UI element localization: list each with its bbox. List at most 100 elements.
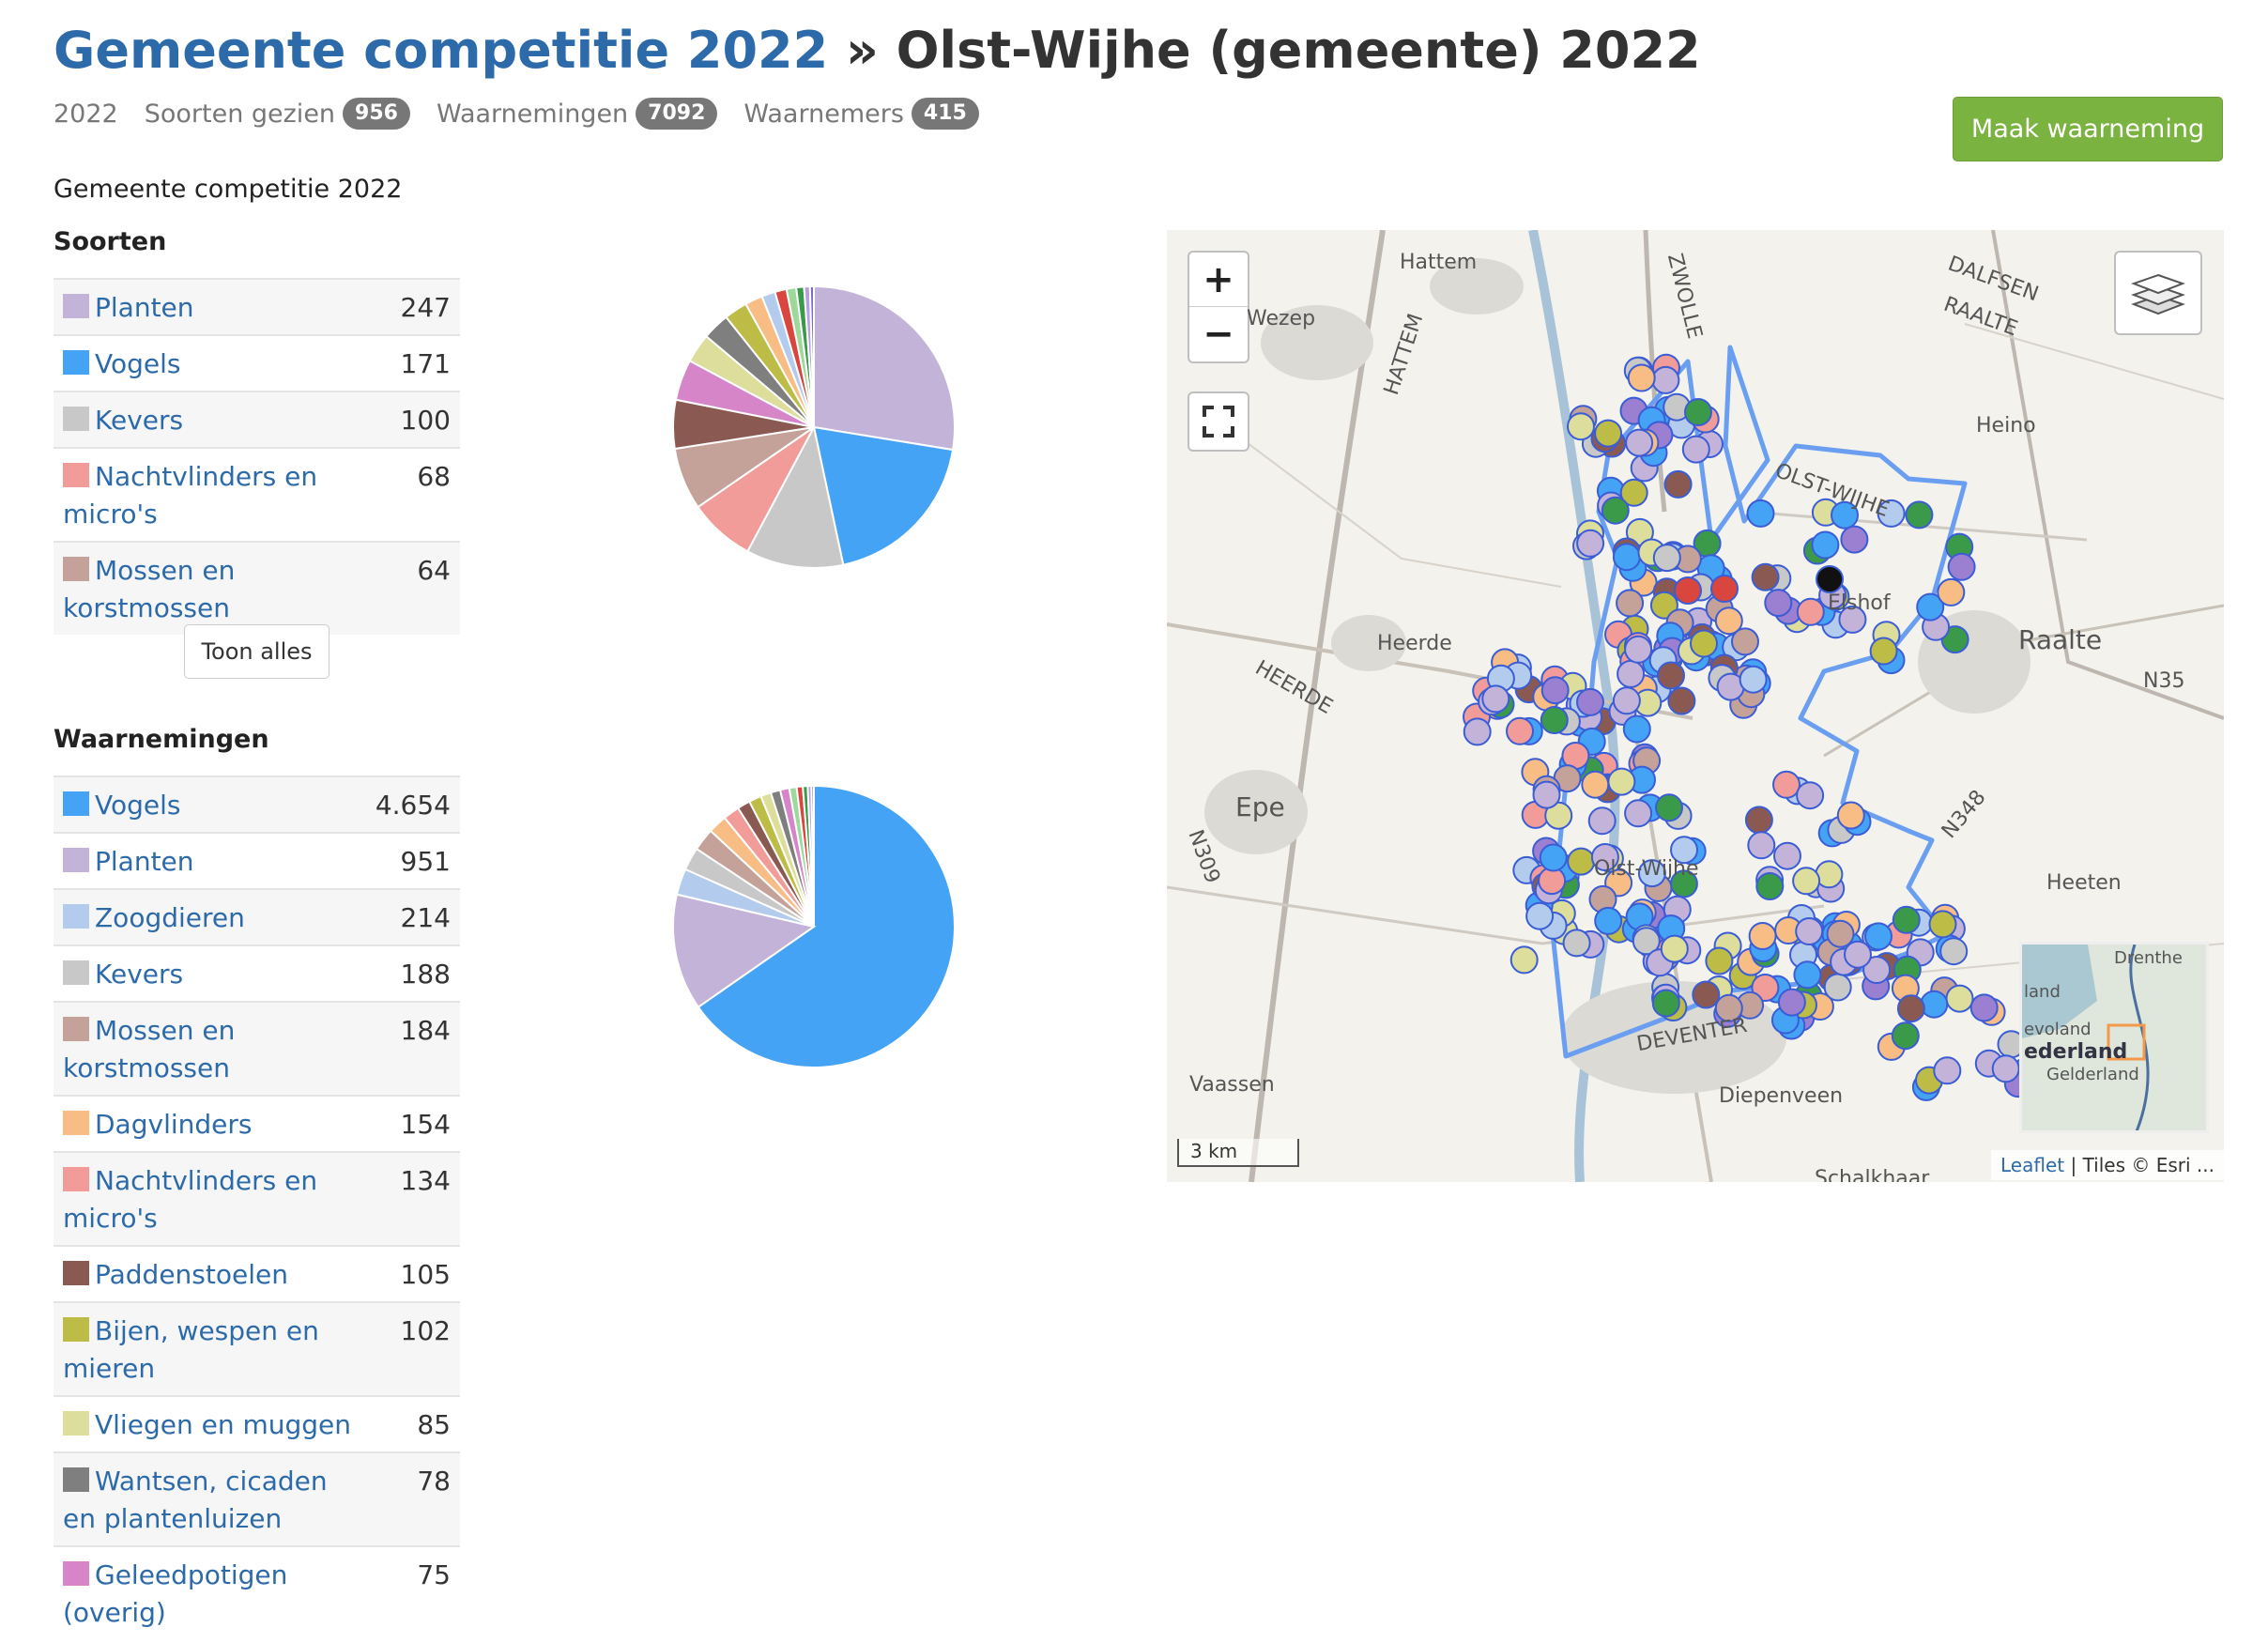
observation-marker[interactable]: [1836, 801, 1865, 830]
observation-marker[interactable]: [1607, 767, 1636, 796]
observation-marker[interactable]: [1622, 714, 1651, 744]
observation-marker[interactable]: [1670, 836, 1698, 865]
observation-marker[interactable]: [1624, 635, 1653, 664]
observation-marker[interactable]: [1690, 629, 1718, 658]
observation-marker[interactable]: [1601, 496, 1630, 525]
pie-slice[interactable]: [812, 425, 955, 566]
species-group-link[interactable]: Zoogdieren: [95, 902, 245, 933]
observation-marker[interactable]: [1969, 993, 1999, 1022]
observation-marker[interactable]: [1764, 589, 1793, 618]
observation-marker[interactable]: [1796, 597, 1825, 626]
observation-marker[interactable]: [1684, 398, 1712, 426]
observation-marker[interactable]: [1539, 843, 1568, 872]
observation-marker[interactable]: [1751, 562, 1780, 591]
observation-marker[interactable]: [1674, 576, 1702, 605]
observation-marker[interactable]: [1747, 831, 1776, 860]
observation-marker[interactable]: [1681, 435, 1710, 464]
observation-marker[interactable]: [1744, 806, 1773, 835]
observation-marker[interactable]: [1710, 575, 1739, 603]
observation-marker[interactable]: [1540, 706, 1569, 734]
year-label[interactable]: 2022: [54, 99, 118, 129]
observation-marker[interactable]: [1937, 577, 1966, 607]
observation-marker[interactable]: [1751, 974, 1780, 1002]
pie-slice[interactable]: [672, 893, 817, 1009]
species-group-link[interactable]: Bijen, wespen en mieren: [63, 1315, 319, 1384]
overview-minimap[interactable]: Drenthe land evoland ederland Gelderland: [2019, 942, 2209, 1133]
observation-marker[interactable]: [1862, 956, 1892, 984]
species-seen-stat[interactable]: Soorten gezien 956: [145, 98, 410, 130]
observation-marker[interactable]: [1652, 544, 1681, 573]
observation-marker[interactable]: [1991, 1054, 2020, 1083]
species-group-link[interactable]: Vogels: [95, 348, 181, 379]
observation-marker[interactable]: [1844, 940, 1872, 969]
observation-marker[interactable]: [1916, 592, 1945, 622]
observation-marker[interactable]: [1793, 960, 1822, 990]
observation-marker[interactable]: [1773, 841, 1801, 870]
observation-marker[interactable]: [1831, 500, 1859, 530]
pie-slice[interactable]: [808, 284, 815, 428]
observations-stat[interactable]: Waarnemingen 7092: [437, 98, 718, 130]
observation-marker[interactable]: [1581, 770, 1610, 799]
observation-marker[interactable]: [1939, 937, 1969, 966]
pie-slice[interactable]: [810, 784, 815, 928]
map-canvas[interactable]: [1167, 230, 2224, 1182]
observation-marker[interactable]: [1892, 905, 1921, 934]
observation-marker[interactable]: [1692, 980, 1721, 1009]
species-group-link[interactable]: Nachtvlinders en micro's: [63, 461, 318, 530]
species-group-link[interactable]: Geleedpotigen (overig): [63, 1559, 288, 1628]
observation-marker[interactable]: [1509, 945, 1539, 975]
observation-marker[interactable]: [1463, 717, 1492, 746]
add-observation-button[interactable]: Maak waarneming: [1953, 97, 2223, 161]
pie-slice[interactable]: [813, 284, 956, 452]
observation-map[interactable]: + − Hattem Wezep HATTEM ZWOLLE DALFSEN RAALTE…: [1167, 230, 2224, 1182]
observation-marker[interactable]: [1772, 770, 1801, 799]
observation-marker[interactable]: [1705, 946, 1734, 975]
observation-marker[interactable]: [1649, 591, 1678, 620]
observation-marker[interactable]: [1624, 799, 1653, 828]
observation-marker[interactable]: [1632, 927, 1661, 956]
observation-marker[interactable]: [1667, 686, 1696, 715]
observation-marker[interactable]: [1920, 990, 1949, 1019]
fullscreen-button[interactable]: [1188, 392, 1249, 452]
observation-marker[interactable]: [1777, 988, 1806, 1017]
competition-link[interactable]: Gemeente competitie 2022: [54, 21, 829, 80]
observation-marker[interactable]: [1481, 684, 1510, 714]
observation-marker[interactable]: [1928, 910, 1957, 939]
observation-marker[interactable]: [1594, 419, 1623, 448]
observation-marker[interactable]: [1811, 530, 1840, 560]
observation-marker[interactable]: [1637, 859, 1666, 888]
observation-marker[interactable]: [1612, 686, 1641, 715]
observation-marker[interactable]: [1657, 661, 1685, 690]
observation-marker[interactable]: [1795, 917, 1824, 945]
observation-marker[interactable]: [1739, 665, 1768, 694]
observation-marker[interactable]: [1616, 589, 1645, 618]
observation-marker[interactable]: [1625, 428, 1654, 457]
observation-marker[interactable]: [1816, 565, 1844, 593]
observation-marker[interactable]: [1877, 499, 1906, 528]
observation-marker[interactable]: [1896, 994, 1925, 1023]
species-group-link[interactable]: Paddenstoelen: [95, 1259, 288, 1290]
observation-marker[interactable]: [1663, 469, 1693, 499]
observation-marker[interactable]: [1746, 499, 1775, 528]
species-group-link[interactable]: Wantsen, cicaden en plantenluizen: [63, 1466, 328, 1534]
observation-marker[interactable]: [1655, 793, 1683, 822]
observation-marker[interactable]: [1587, 806, 1617, 836]
observation-marker[interactable]: [1562, 929, 1591, 958]
observation-marker[interactable]: [1506, 716, 1534, 745]
show-all-button[interactable]: Toon alles: [184, 624, 329, 679]
species-group-link[interactable]: Kevers: [95, 959, 184, 990]
species-group-link[interactable]: Vliegen en muggen: [95, 1409, 351, 1440]
observation-marker[interactable]: [1576, 529, 1605, 558]
observation-marker[interactable]: [1869, 637, 1898, 666]
observation-marker[interactable]: [1660, 934, 1689, 963]
observation-marker[interactable]: [1544, 801, 1573, 830]
observation-marker[interactable]: [1532, 780, 1561, 809]
species-group-link[interactable]: Mossen en korstmossen: [63, 555, 236, 623]
observation-marker[interactable]: [1594, 906, 1623, 935]
observation-marker[interactable]: [1840, 525, 1869, 554]
observation-marker[interactable]: [1651, 365, 1680, 394]
observation-marker[interactable]: [1905, 500, 1934, 530]
zoom-out-button[interactable]: −: [1203, 313, 1234, 356]
species-group-link[interactable]: Dagvlinders: [95, 1109, 253, 1140]
observation-marker[interactable]: [1891, 1021, 1920, 1051]
